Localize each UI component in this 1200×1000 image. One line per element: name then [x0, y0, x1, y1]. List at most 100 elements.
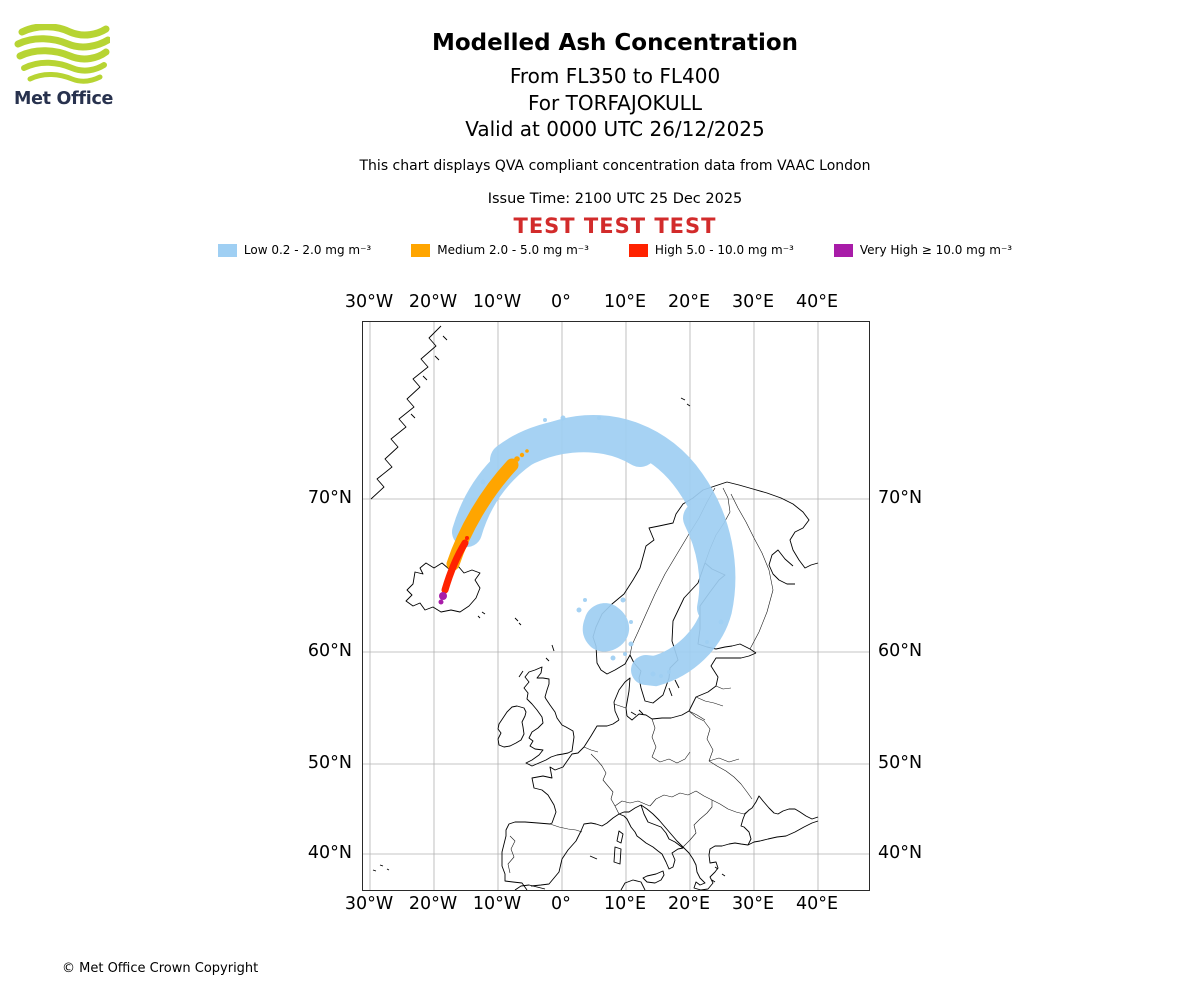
border-czech-slovakia — [651, 751, 691, 764]
lon-label-bottom-10w: 10°W — [472, 894, 522, 914]
legend-swatch-high — [628, 243, 648, 257]
coastline-iceland-islets — [477, 611, 486, 619]
coastline-group — [370, 325, 819, 891]
ash-speckle — [560, 415, 566, 421]
page-title: Modelled Ash Concentration — [431, 30, 799, 56]
logo-wave — [21, 59, 107, 74]
ash-speckle — [543, 418, 547, 422]
ash-plume-low-band — [452, 415, 736, 687]
border-france-east — [590, 753, 620, 815]
border-denmark-germany — [613, 703, 627, 709]
legend-item-very-high: Very High ≥ 10.0 mg m⁻³ — [833, 243, 1013, 257]
legend-label-very-high: Very High ≥ 10.0 mg m⁻³ — [859, 243, 1013, 257]
ash-source-dot — [438, 599, 444, 605]
flight-levels-subtitle: From FL350 to FL400 — [509, 64, 721, 88]
ash-speckle — [519, 452, 525, 458]
ash-speckle — [610, 655, 616, 661]
coastline-corsica-sardinia — [613, 830, 624, 865]
legend-swatch-low — [217, 243, 237, 257]
legend-swatch-low-icon — [217, 243, 237, 257]
lon-label-top-30e: 30°E — [731, 292, 775, 312]
lat-label-left-50n: 50°N — [307, 753, 352, 773]
legend-swatch-very-high — [833, 243, 853, 257]
legend-swatch-medium — [411, 243, 431, 257]
legend-label-low: Low 0.2 - 2.0 mg m⁻³ — [243, 243, 372, 257]
ash-speckle — [667, 670, 671, 674]
legend-item-medium: Medium 2.0 - 5.0 mg m⁻³ — [411, 243, 589, 257]
ash-plume-low-crown — [490, 418, 657, 477]
lat-label-right-50n: 50°N — [878, 753, 923, 773]
lon-label-top-30w: 30°W — [344, 292, 394, 312]
lat-label-right-60n: 60°N — [878, 641, 923, 661]
lat-label-left-40n: 40°N — [307, 843, 352, 863]
logo-wave — [27, 72, 103, 84]
ash-plume-high-arc — [441, 539, 469, 594]
legend-label-high: High 5.0 - 10.0 mg m⁻³ — [654, 243, 794, 257]
coastline-aegean-islands — [711, 866, 726, 883]
coastline-balkans-greece-blacksea-south — [640, 804, 819, 891]
ash-speckle — [583, 598, 587, 602]
border-balkans-inner — [682, 800, 713, 848]
legend-item-low: Low 0.2 - 2.0 mg m⁻³ — [217, 243, 372, 257]
coastline-blacksea-west-north — [740, 795, 819, 846]
coastline-greenland — [370, 325, 442, 500]
lat-label-left-60n: 60°N — [307, 641, 352, 661]
border-romania-south — [711, 799, 753, 815]
border-alps — [614, 800, 651, 807]
lon-label-bottom-30e: 30°E — [731, 894, 775, 914]
test-banner: TEST TEST TEST — [513, 214, 717, 238]
coastline-great-britain — [523, 666, 575, 767]
border-poland-east — [688, 710, 714, 762]
lon-label-bottom-0: 0° — [551, 894, 571, 914]
coastline-danish-islands — [630, 709, 644, 716]
coastline-denmark — [613, 677, 631, 721]
lat-label-right-40n: 40°N — [878, 843, 923, 863]
ash-speckle — [650, 671, 656, 677]
lon-label-top-20e: 20°E — [667, 292, 711, 312]
border-benelux — [583, 746, 599, 753]
border-france-spain — [549, 823, 583, 833]
coastline-faroes — [514, 617, 522, 626]
coastline-kola — [726, 481, 819, 569]
coastline-italy — [618, 804, 684, 870]
ash-plume-high-band — [441, 539, 469, 594]
lon-label-bottom-20w: 20°W — [408, 894, 458, 914]
coastline-white-sea — [768, 549, 795, 585]
ash-speckle — [705, 640, 709, 644]
lat-label-left-70n: 70°N — [307, 488, 352, 508]
border-portugal-spain — [507, 835, 516, 874]
lon-label-bottom-30w: 30°W — [344, 894, 394, 914]
lon-label-bottom-40e: 40°E — [795, 894, 839, 914]
legend-item-high: High 5.0 - 10.0 mg m⁻³ — [628, 243, 794, 257]
coastline-mediterranean-north — [530, 813, 620, 887]
lat-label-right-70n: 70°N — [878, 488, 923, 508]
coastline-west-europe-iberia — [501, 719, 620, 891]
ash-speckle — [597, 416, 601, 420]
ash-speckle — [628, 641, 634, 647]
ash-speckle — [620, 597, 626, 603]
coastline-balearics — [589, 855, 598, 860]
met-office-logo: Met Office — [14, 23, 118, 109]
legend-swatch-high-icon — [628, 243, 648, 257]
ash-speckle — [525, 449, 529, 453]
logo-wave-group — [14, 23, 112, 84]
volcano-subtitle: For TORFAJOKULL — [528, 91, 702, 115]
ash-speckle — [629, 620, 633, 624]
coastline-ireland — [497, 705, 527, 748]
lon-label-top-0: 0° — [551, 292, 571, 312]
country-border-group — [507, 487, 774, 874]
border-carpathians — [708, 760, 753, 800]
logo-wave — [14, 35, 112, 51]
ash-plume-low-east — [683, 502, 732, 624]
coastline-iceland — [405, 562, 481, 613]
coastline-shetland-orkney — [518, 644, 555, 678]
border-germany-poland — [651, 718, 657, 758]
border-baltic-states — [688, 685, 732, 721]
coastline-greenland-islets — [410, 335, 448, 419]
ash-speckle — [623, 652, 627, 656]
map-panel — [362, 321, 870, 891]
border-ukraine-belarus — [708, 757, 740, 763]
ash-speckle — [514, 456, 520, 462]
logo-wave — [16, 47, 110, 63]
